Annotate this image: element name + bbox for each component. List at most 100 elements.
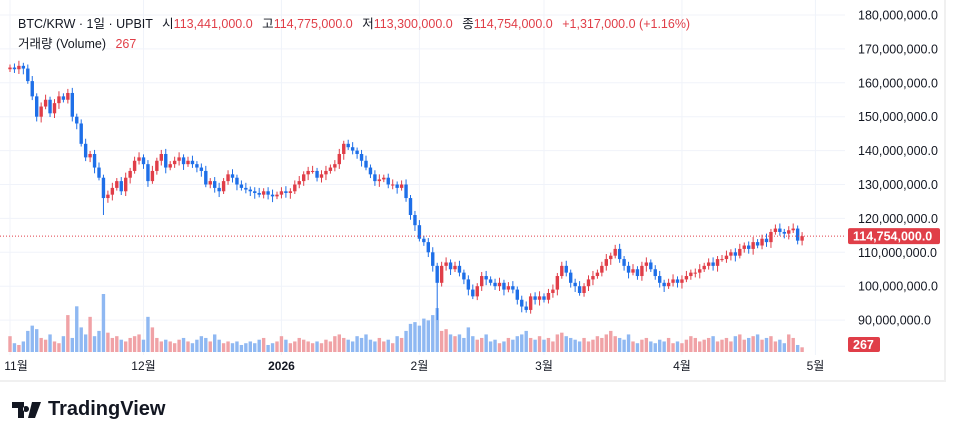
volume-bar xyxy=(61,336,66,352)
candle-body xyxy=(39,106,43,117)
candle xyxy=(168,161,172,171)
volume-bar xyxy=(386,339,390,352)
candle-body xyxy=(640,265,644,277)
volume-bar xyxy=(297,337,301,352)
volume-bar xyxy=(791,337,795,352)
price-tick-label: 140,000,000.0 xyxy=(858,144,938,158)
volume-bar xyxy=(177,339,181,352)
volume-bar xyxy=(195,339,199,352)
volume-bar xyxy=(75,306,79,352)
candle-body xyxy=(742,245,746,249)
candle xyxy=(751,237,755,255)
volume-bar xyxy=(693,337,697,352)
volume-bar xyxy=(484,334,488,352)
candle xyxy=(431,247,435,272)
candle-body xyxy=(177,157,181,161)
candle xyxy=(408,195,413,220)
volume-label[interactable]: 거래량 (Volume) xyxy=(18,37,106,51)
price-tick-label: 100,000,000.0 xyxy=(858,280,938,294)
candle xyxy=(791,223,795,233)
volume-bar xyxy=(733,336,738,352)
candle-body xyxy=(591,276,595,280)
candle xyxy=(600,261,604,277)
volume-bar xyxy=(511,339,515,352)
candle xyxy=(310,165,315,174)
candle-body xyxy=(359,153,364,161)
candle xyxy=(635,266,640,280)
volume-bar xyxy=(92,336,97,352)
candle xyxy=(226,170,230,185)
candle-body xyxy=(760,238,764,246)
candle-body xyxy=(604,259,608,266)
candle-body xyxy=(270,194,275,197)
candle-body xyxy=(800,236,804,241)
candle xyxy=(493,278,497,290)
candle-body xyxy=(546,292,551,300)
candle-body xyxy=(235,177,239,185)
volume-bar xyxy=(315,341,319,352)
volume-bar xyxy=(146,316,150,352)
volume-bar xyxy=(132,336,137,352)
volume-bar xyxy=(83,334,88,352)
candle xyxy=(373,170,377,186)
candle xyxy=(391,179,395,190)
volume-bar xyxy=(275,341,279,352)
volume-bar xyxy=(30,325,34,352)
last-volume-label: 267 xyxy=(853,338,874,352)
candle xyxy=(52,99,57,119)
symbol-label[interactable]: BTC/KRW · 1일 · UPBIT xyxy=(18,17,153,31)
candle-body xyxy=(132,160,137,171)
candle-body xyxy=(666,282,671,287)
volume-bar xyxy=(115,336,119,352)
candle-body xyxy=(569,272,573,283)
candle xyxy=(764,233,769,247)
volume-bar xyxy=(782,343,786,352)
candle-body xyxy=(764,238,769,243)
candle xyxy=(524,301,528,313)
candlestick-chart[interactable]: 180,000,000.0 170,000,000.0 160,000,000.0 1… xyxy=(0,0,954,385)
candle-body xyxy=(475,286,479,297)
candle-body xyxy=(551,289,555,293)
candle-body xyxy=(751,242,755,249)
volume-bar xyxy=(560,332,564,352)
candle-body xyxy=(528,296,533,310)
candle xyxy=(595,269,600,279)
candle xyxy=(542,293,546,303)
candle-body xyxy=(511,286,515,290)
volume-bar xyxy=(26,330,30,352)
candle-body xyxy=(595,272,600,277)
volume-bar xyxy=(462,337,466,352)
candle xyxy=(724,250,729,263)
candle xyxy=(533,292,537,305)
candle-body xyxy=(413,215,417,226)
volume-bar xyxy=(457,334,462,352)
candle-body xyxy=(75,116,79,124)
candle xyxy=(328,164,333,174)
candle xyxy=(101,174,106,216)
candle xyxy=(689,269,693,280)
candle-body xyxy=(493,282,497,287)
candle-body xyxy=(164,153,168,168)
volume-bar xyxy=(150,327,155,352)
candle-body xyxy=(466,279,471,290)
candle-body xyxy=(600,265,604,273)
candle-body xyxy=(488,279,493,283)
candle xyxy=(150,165,155,184)
price-tick-label: 180,000,000.0 xyxy=(858,9,938,23)
candle xyxy=(248,186,252,197)
volume-bar xyxy=(573,339,577,352)
candle xyxy=(395,181,399,194)
candle xyxy=(275,191,279,200)
last-price-badge xyxy=(848,228,940,245)
candle-body xyxy=(342,143,346,154)
volume-bar xyxy=(595,336,600,352)
volume-bar xyxy=(747,337,751,352)
volume-bar xyxy=(702,339,706,352)
candle xyxy=(204,165,208,188)
tradingview-logo[interactable]: TradingView xyxy=(12,398,165,421)
candle-body xyxy=(431,252,435,266)
volume-bar xyxy=(439,330,444,352)
volume-bar xyxy=(261,337,266,352)
time-tick-label: 5월 xyxy=(807,359,825,373)
candle-body xyxy=(711,262,715,266)
